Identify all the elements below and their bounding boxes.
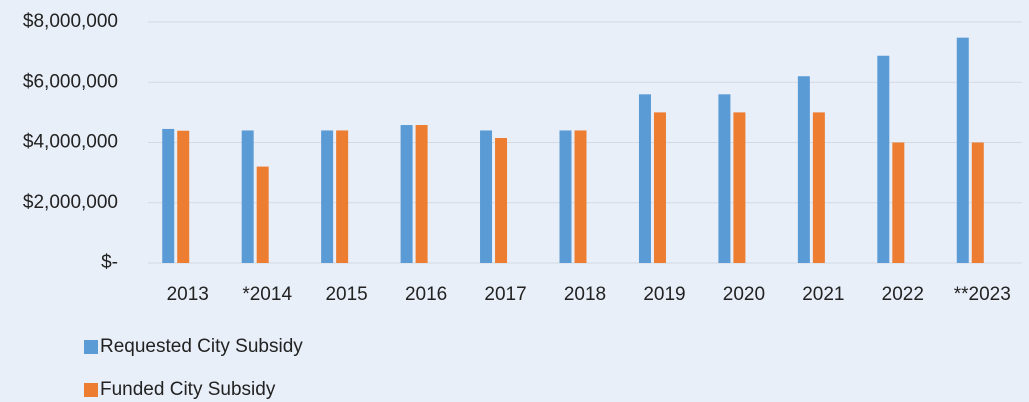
legend-swatch (84, 383, 98, 397)
bar (321, 130, 334, 263)
bar (241, 130, 254, 263)
bar (638, 94, 651, 263)
bar (892, 142, 905, 263)
bar (480, 130, 493, 263)
bar (797, 76, 810, 263)
x-tick-label: 2016 (405, 284, 447, 305)
y-tick-label: $8,000,000 (23, 11, 118, 32)
x-tick-label: 2021 (802, 284, 844, 305)
bar (177, 130, 190, 263)
bar (162, 128, 175, 263)
bar (971, 142, 984, 263)
y-tick-label: $2,000,000 (23, 192, 118, 213)
x-tick-label: **2023 (954, 284, 1011, 305)
bar (559, 130, 572, 263)
bar (256, 166, 269, 263)
bar (415, 125, 428, 263)
bar (400, 125, 413, 263)
bar (733, 112, 746, 263)
x-tick-label: 2017 (484, 284, 526, 305)
x-tick-label: 2018 (564, 284, 606, 305)
bar (877, 55, 890, 263)
bar (336, 130, 349, 263)
y-tick-label: $6,000,000 (23, 71, 118, 92)
bar (956, 37, 969, 263)
bar (495, 137, 508, 263)
x-tick-label: 2022 (882, 284, 924, 305)
bar (574, 130, 587, 263)
y-tick-label: $4,000,000 (23, 132, 118, 153)
bar (812, 112, 825, 263)
bar (718, 94, 731, 263)
legend-label: Funded City Subsidy (100, 379, 276, 400)
legend-label: Requested City Subsidy (100, 336, 303, 357)
y-tick-label: $- (101, 252, 118, 273)
legend-swatch (84, 340, 98, 354)
x-tick-label: 2013 (167, 284, 209, 305)
bar (653, 112, 666, 263)
x-tick-label: *2014 (242, 284, 292, 305)
x-tick-label: 2020 (723, 284, 765, 305)
x-tick-label: 2019 (643, 284, 685, 305)
x-tick-label: 2015 (325, 284, 367, 305)
